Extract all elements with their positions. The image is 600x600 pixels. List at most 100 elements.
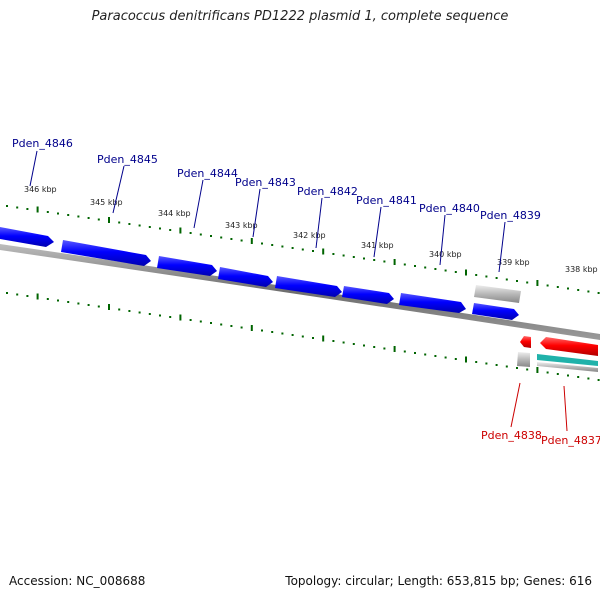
scale-tick-reverse-minor — [291, 334, 294, 336]
scale-tick-forward-minor — [516, 280, 518, 282]
backbone-strand — [0, 244, 600, 340]
scale-tick-forward-minor — [352, 256, 355, 258]
scale-tick-reverse-minor — [312, 337, 314, 339]
scale-tick-reverse-minor — [6, 292, 8, 294]
scale-tick-reverse-minor — [495, 364, 498, 366]
scale-tick-reverse-minor — [301, 335, 304, 338]
gene-box-pden-4838[interactable] — [517, 352, 530, 367]
scale-tick-forward-minor — [414, 265, 416, 267]
scale-tick-forward-minor — [424, 266, 427, 269]
scale-tick-forward-minor — [67, 214, 70, 216]
gene-label-pden-4837[interactable]: Pden_4837 — [541, 434, 600, 447]
gene-arrow-pden-4840[interactable] — [399, 293, 466, 313]
gene-label-pden-4845[interactable]: Pden_4845 — [97, 153, 158, 166]
scale-tick-reverse-minor — [424, 353, 427, 356]
gene-label-pden-4844[interactable]: Pden_4844 — [177, 167, 238, 180]
scale-tick-reverse-major — [250, 325, 253, 331]
scale-tick-forward-minor — [281, 245, 284, 248]
scale-tick-forward-minor — [26, 208, 29, 210]
scale-tick-forward-minor — [312, 250, 314, 252]
scale-tick-reverse-minor — [373, 346, 376, 348]
tick-label: 338 kbp — [565, 265, 598, 274]
gene-label-pden-4839[interactable]: Pden_4839 — [480, 209, 541, 222]
tick-label: 339 kbp — [497, 258, 530, 267]
scale-tick-forward-minor — [342, 254, 345, 257]
scale-tick-forward-minor — [240, 239, 243, 242]
scale-tick-reverse-minor — [220, 323, 223, 326]
scale-tick-forward-minor — [118, 221, 121, 224]
scale-tick-reverse-minor — [556, 373, 559, 375]
gene-teal-feature[interactable] — [537, 354, 598, 366]
scale-tick-reverse-minor — [587, 377, 590, 380]
gene-label-pden-4841[interactable]: Pden_4841 — [356, 194, 417, 207]
gene-arrow-pden-4842[interactable] — [275, 276, 342, 297]
scale-tick-reverse-minor — [87, 304, 90, 306]
scale-tick-reverse-minor — [210, 322, 212, 324]
scale-tick-reverse-minor — [454, 358, 457, 360]
scale-tick-forward-minor — [46, 211, 49, 213]
scale-tick-forward-minor — [169, 229, 172, 231]
gene-box-pden-4839[interactable] — [474, 285, 521, 303]
scale-tick-forward-minor — [57, 212, 59, 215]
gene-label-pden-4842[interactable]: Pden_4842 — [297, 185, 358, 198]
gene-leader-lines — [29, 150, 568, 432]
scale-tick-reverse-minor — [342, 341, 345, 344]
scale-tick-forward-minor — [485, 275, 488, 278]
scale-tick-forward-minor — [332, 253, 335, 255]
gene-gray-feature-lower[interactable] — [537, 362, 598, 372]
scale-tick-reverse-minor — [363, 344, 365, 347]
scale-tick-forward-minor — [97, 218, 100, 221]
scale-tick-reverse-minor — [403, 350, 406, 353]
scale-tick-forward-minor — [6, 205, 8, 207]
scale-tick-reverse-minor — [567, 374, 569, 377]
tick-label: 344 kbp — [158, 209, 191, 218]
gene-arrow-pden-4843[interactable] — [218, 267, 273, 287]
scale-tick-reverse-minor — [46, 298, 49, 300]
gene-arrow-pden-4837[interactable] — [540, 337, 598, 356]
scale-tick-forward-major — [536, 280, 539, 286]
gene-arrow-pden-4841[interactable] — [342, 286, 394, 304]
scale-tick-forward-minor — [475, 274, 478, 276]
accession-label: Accession: NC_008688 — [9, 574, 146, 588]
gene-arrow-pden-4845[interactable] — [61, 240, 151, 266]
scale-tick-forward-minor — [16, 206, 19, 209]
gene-label-pden-4838[interactable]: Pden_4838 — [481, 429, 542, 442]
scale-tick-forward-minor — [546, 284, 549, 287]
scale-tick-forward-minor — [159, 227, 161, 230]
gene-arrow-pden-4839-a[interactable] — [472, 303, 519, 320]
scale-tick-reverse-minor — [444, 356, 447, 359]
scale-tick-forward-major — [179, 227, 182, 234]
scale-tick-reverse-major — [393, 346, 396, 352]
gene-arrow-red-small[interactable] — [520, 336, 531, 348]
scale-tick-reverse-minor — [434, 355, 437, 357]
scale-tick-reverse-minor — [189, 319, 192, 321]
gene-label-pden-4846[interactable]: Pden_4846 — [12, 137, 73, 150]
scale-tick-forward-minor — [271, 244, 274, 246]
scale-tick-forward-minor — [87, 217, 90, 219]
scale-tick-reverse-minor — [57, 299, 59, 302]
scale-tick-forward-minor — [577, 289, 580, 291]
scale-tick-forward-minor — [301, 248, 304, 251]
gene-label-pden-4843[interactable]: Pden_4843 — [235, 176, 296, 189]
scale-tick-reverse-minor — [118, 308, 121, 311]
tick-row-reverse — [6, 292, 600, 381]
scale-tick-forward-minor — [567, 287, 569, 290]
scale-tick-forward-minor — [587, 290, 590, 293]
reverse-genes — [517, 336, 598, 372]
scale-tick-reverse-minor — [577, 376, 580, 378]
scale-tick-forward-minor — [556, 286, 559, 288]
tick-label: 343 kbp — [225, 221, 258, 230]
gene-arrow-pden-4844[interactable] — [157, 256, 217, 276]
scale-tick-reverse-minor — [199, 320, 202, 323]
scale-tick-reverse-minor — [26, 295, 29, 297]
gene-labels: Pden_4846 Pden_4845 Pden_4844 Pden_4843 … — [12, 137, 600, 447]
scale-tick-reverse-minor — [67, 301, 70, 303]
gene-label-pden-4840[interactable]: Pden_4840 — [419, 202, 480, 215]
scale-tick-reverse-minor — [128, 310, 131, 312]
scale-tick-reverse-major — [536, 367, 539, 373]
tick-row-forward — [6, 205, 600, 294]
gene-arrow-pden-4846[interactable] — [0, 227, 54, 247]
scale-tick-forward-major — [108, 217, 110, 223]
tick-label: 346 kbp — [24, 185, 57, 194]
scale-tick-reverse-minor — [16, 293, 19, 296]
